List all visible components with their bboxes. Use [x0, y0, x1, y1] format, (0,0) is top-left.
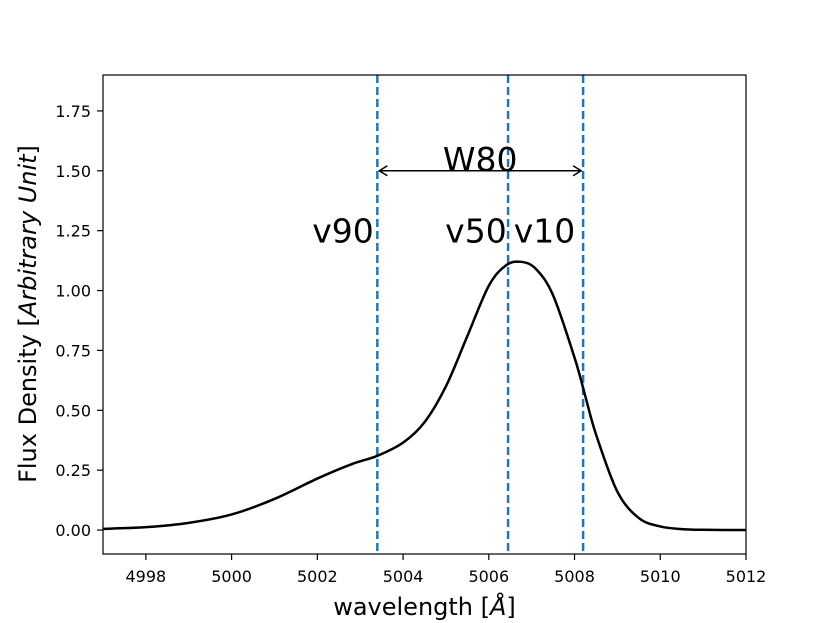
y-tick-label: 0.00 — [55, 521, 91, 540]
y-tick-label: 0.25 — [55, 461, 91, 480]
arrow-head-right — [572, 165, 583, 177]
plot-area — [103, 75, 746, 554]
y-tick-label: 0.50 — [55, 401, 91, 420]
x-tick-label: 5006 — [468, 567, 509, 586]
y-axis-label: Flux Density [Arbitrary Unit] — [14, 145, 42, 483]
y-tick-label: 1.00 — [55, 282, 91, 301]
vertical-lines — [376, 75, 585, 554]
w80-arrow — [377, 165, 583, 177]
annotations: v90 v50 v10 W80 — [312, 140, 575, 251]
x-tick-label: 5012 — [726, 567, 767, 586]
annotation-v90: v90 — [312, 212, 374, 251]
x-tick-label: 5008 — [554, 567, 595, 586]
x-tick-label: 5002 — [297, 567, 338, 586]
y-tick-label: 1.75 — [55, 102, 91, 121]
line-series-profile — [102, 260, 747, 532]
x-tick-label: 4998 — [126, 567, 167, 586]
annotation-v10: v10 — [514, 212, 576, 251]
x-tick-label: 5010 — [640, 567, 681, 586]
arrow-head-left — [377, 165, 388, 177]
x-tick-label: 5004 — [383, 567, 424, 586]
x-axis-label: wavelength [Å] — [333, 592, 516, 621]
y-tick-label: 1.25 — [55, 222, 91, 241]
ticks: 4998 5000 5002 5004 5006 5008 5010 5012 0.00 0.25… — [55, 102, 766, 586]
annotation-w80: W80 — [443, 140, 518, 179]
x-tick-label: 5000 — [211, 567, 252, 586]
y-tick-label: 1.50 — [55, 162, 91, 181]
plot-frame — [102, 74, 747, 555]
y-tick-label: 0.75 — [55, 341, 91, 360]
annotation-v50: v50 — [445, 212, 507, 251]
